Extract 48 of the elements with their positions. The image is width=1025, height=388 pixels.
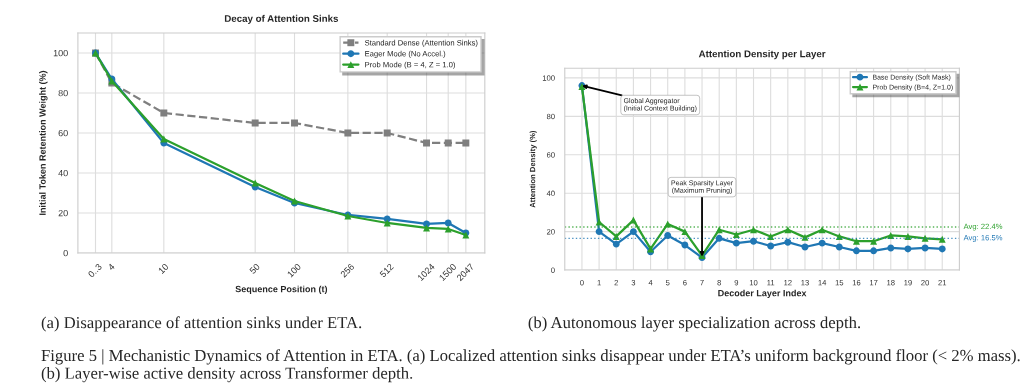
point — [904, 232, 912, 240]
point — [612, 232, 620, 240]
point — [852, 237, 860, 245]
point — [750, 237, 757, 245]
point — [612, 240, 620, 248]
point — [835, 243, 843, 251]
point — [818, 239, 826, 247]
point — [629, 228, 637, 236]
y-tick-label: 40 — [58, 169, 68, 177]
caption: Figure 5 | Mechanistic Dynamics of Attention in ETA. (a) Localized attention sinks disappear under ETA’s uniform background floor (< 2% mass). (b) Layer-wise active density across Transformer depth. — [41, 349, 1020, 383]
point — [852, 247, 860, 255]
y-tick-label: 100 — [53, 49, 68, 57]
y-axis-title: Initial Token Retention Weight (%) — [39, 70, 48, 215]
x-tick-label: 4 — [107, 263, 116, 271]
text: (b) Autonomous layer specialization across depth. — [528, 316, 861, 332]
x-tick-label: 256 — [340, 263, 355, 278]
point — [921, 234, 929, 242]
point — [681, 228, 689, 236]
point — [887, 244, 895, 252]
x-tick-label: 512 — [379, 263, 394, 278]
point — [801, 233, 809, 241]
point — [732, 231, 740, 238]
x-tick-label: 10 — [157, 263, 169, 274]
point — [732, 239, 740, 247]
chart-title: Decay of Attention Sinks — [224, 14, 339, 24]
point — [629, 216, 637, 224]
text: (a) Disappearance of attention sinks under ETA. — [41, 316, 362, 332]
point — [595, 228, 603, 236]
point — [870, 237, 878, 245]
y-tick-label: 20 — [58, 209, 68, 217]
point — [938, 245, 946, 253]
x-axis-title: Decoder Layer Index — [718, 289, 807, 299]
chart-title: Attention Density per Layer — [698, 50, 826, 60]
point — [664, 231, 672, 239]
point — [784, 238, 792, 246]
point — [750, 226, 757, 234]
point — [938, 235, 946, 243]
x-tick-label: 0..3 — [87, 263, 103, 278]
y-tick-label: 0 — [63, 249, 68, 257]
point — [870, 247, 878, 255]
x-tick-label: 100 — [286, 263, 302, 278]
point — [767, 242, 775, 250]
y-tick-label: 80 — [58, 89, 68, 97]
y-tick-label: 60 — [58, 129, 68, 137]
x-axis-title: Sequence Position (t) — [235, 285, 328, 295]
point — [818, 226, 826, 234]
x-tick-label: 50 — [249, 263, 261, 275]
point — [767, 232, 775, 240]
